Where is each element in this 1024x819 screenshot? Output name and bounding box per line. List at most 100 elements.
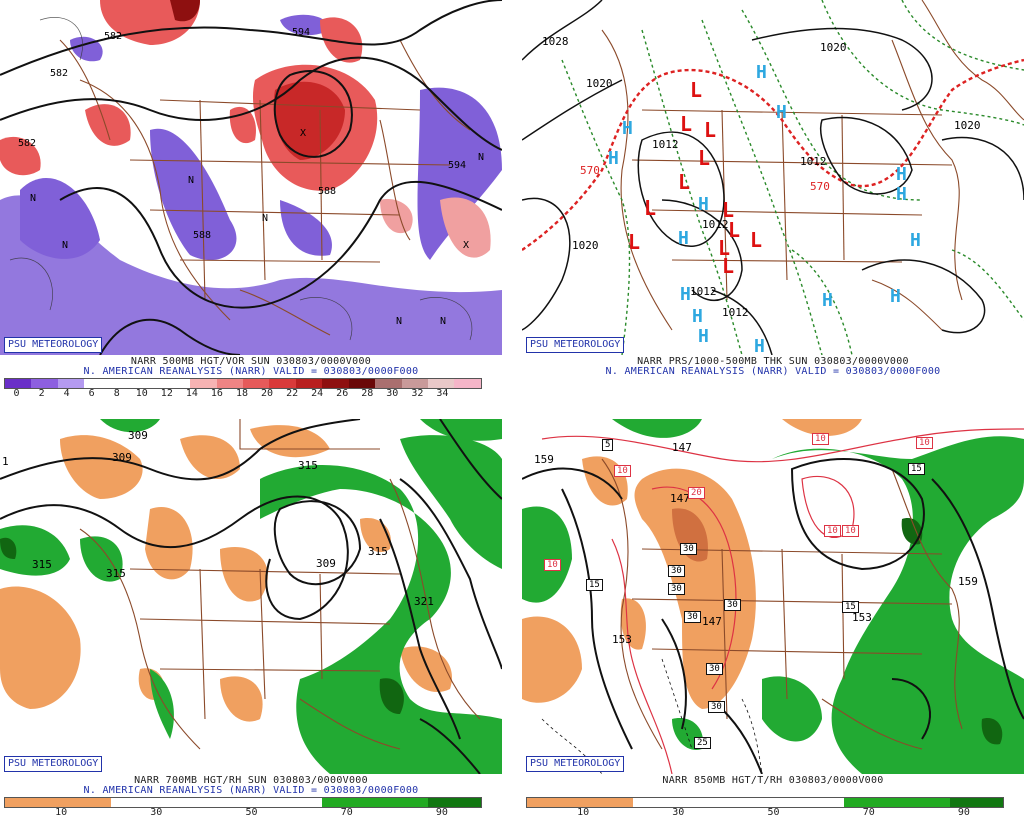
colorbar-tick-label: 22: [286, 388, 299, 399]
height-label: 153: [852, 611, 872, 624]
colorbar-tick-label: 18: [235, 388, 249, 399]
colorbar-swatch: [57, 798, 111, 807]
colorbar-tick-label: 26: [336, 388, 349, 399]
height-label: 315: [106, 567, 126, 580]
height-label: 159: [534, 453, 554, 466]
colorbar-tick-label: 30: [672, 807, 685, 818]
isobar-label: 1012: [702, 218, 729, 231]
panel-caption: NARR 850MB HGT/T/RH 030803/0000V000: [662, 775, 884, 786]
colorbar-tick-label: 16: [210, 388, 223, 399]
height-label: 309: [128, 429, 148, 442]
low-pressure-marker: L: [690, 78, 703, 102]
colorbar-tick-label: 70: [340, 807, 353, 818]
temp-box-label: 30: [668, 583, 685, 595]
isobar-label: 1012: [800, 155, 827, 168]
panel-500mb-vorticity: 582 582 582 588 588 594 594 N N N N N N …: [0, 0, 502, 400]
colorbar-swatch: [216, 798, 270, 807]
colorbar-tick-label: 32: [411, 388, 424, 399]
colorbar-swatch: [632, 798, 686, 807]
colorbar: [526, 797, 1004, 808]
temp-box-label: 15: [586, 579, 603, 591]
colorbar-swatch: [428, 798, 482, 807]
high-pressure-marker: H: [698, 194, 709, 215]
low-pressure-marker: L: [628, 230, 641, 254]
temp-box-label: 30: [668, 565, 685, 577]
colorbar-swatch: [31, 379, 58, 388]
high-pressure-marker: H: [822, 290, 833, 311]
temp-box-label: 10: [824, 525, 841, 537]
height-label: 582: [18, 138, 37, 149]
temp-box-label: 15: [842, 601, 859, 613]
colorbar: [4, 797, 482, 808]
height-label: 321: [414, 595, 434, 608]
high-pressure-marker: H: [692, 306, 703, 327]
high-pressure-marker: H: [698, 326, 709, 347]
colorbar-tick-label: 10: [135, 388, 148, 399]
psu-meteorology-badge: PSU METEOROLOGY: [4, 756, 103, 772]
psu-meteorology-badge: PSU METEOROLOGY: [4, 337, 103, 353]
colorbar-tick-label: 30: [150, 807, 163, 818]
colorbar-tick-label: 28: [361, 388, 374, 399]
high-pressure-marker: H: [756, 62, 767, 83]
temp-box-label: 30: [724, 599, 741, 611]
low-pressure-marker: L: [644, 196, 657, 220]
high-pressure-marker: H: [608, 148, 619, 169]
map-850mb: 159 147 147 147 153 159 153 5 10 10 10 1…: [522, 419, 1024, 774]
colorbar-swatch: [685, 798, 739, 807]
height-label: 153: [612, 633, 632, 646]
vort-max-marker: X: [463, 240, 470, 251]
colorbar-tick-label: 70: [862, 807, 875, 818]
high-pressure-marker: H: [622, 118, 633, 139]
colorbar-swatch: [348, 379, 376, 388]
colorbar-swatch: [242, 379, 270, 388]
panel-valid-caption: N. AMERICAN REANALYSIS (NARR) VALID = 03…: [605, 366, 941, 377]
isobar-label: 1020: [586, 77, 613, 90]
temp-box-label: 25: [694, 737, 711, 749]
high-pressure-marker: H: [910, 230, 921, 251]
height-label: 582: [104, 31, 123, 42]
colorbar-tick-label: 10: [577, 807, 590, 818]
panel-pressure-thickness: 1028 1020 1020 1020 1012 1012 1012 1012 …: [522, 0, 1024, 400]
temp-box-label: 30: [684, 611, 701, 623]
temp-box-label: 10: [916, 437, 933, 449]
panel-valid-caption: N. AMERICAN REANALYSIS (NARR) VALID = 03…: [83, 366, 419, 377]
panel-caption: NARR 500MB HGT/VOR SUN 030803/0000V000: [130, 356, 372, 367]
colorbar-tick-label: 30: [386, 388, 399, 399]
vort-min-marker: N: [396, 316, 403, 327]
vort-min-marker: N: [262, 213, 269, 224]
colorbar-swatch: [110, 798, 164, 807]
high-pressure-marker: H: [678, 228, 689, 249]
colorbar-swatch: [57, 379, 85, 388]
panel-caption: NARR PRS/1000-500MB THK SUN 030803/0000V…: [637, 356, 909, 367]
colorbar-swatch: [791, 798, 845, 807]
thickness-label: 570: [580, 164, 600, 177]
isobar-label: 1020: [954, 119, 981, 132]
colorbar-swatch: [454, 379, 481, 388]
colorbar-swatch: [527, 798, 580, 807]
vort-min-marker: N: [158, 115, 165, 126]
isobar-label: 1020: [572, 239, 599, 252]
vort-min-marker: N: [188, 175, 195, 186]
high-pressure-marker: H: [680, 284, 691, 305]
isobar-label: 1012: [690, 285, 717, 298]
colorbar-swatch: [950, 798, 1004, 807]
colorbar-swatch: [897, 798, 951, 807]
panel-850mb-temp-rh: 159 147 147 147 153 159 153 5 10 10 10 1…: [522, 419, 1024, 819]
vort-min-marker: N: [62, 240, 69, 251]
thickness-label: 570: [810, 180, 830, 193]
temp-box-label: 30: [680, 543, 697, 555]
psu-meteorology-badge: PSU METEOROLOGY: [526, 756, 625, 772]
height-label: 315: [32, 558, 52, 571]
panel-caption: NARR 700MB HGT/RH SUN 030803/0000V000: [134, 775, 368, 786]
low-pressure-marker: L: [750, 228, 763, 252]
height-label: 147: [672, 441, 692, 454]
colorbar-tick-label: 90: [435, 807, 448, 818]
vort-min-marker: N: [30, 193, 37, 204]
colorbar-swatch: [428, 379, 455, 388]
low-pressure-marker: L: [722, 254, 735, 278]
vort-min-marker: N: [440, 316, 447, 327]
isobar-label: 1012: [722, 306, 749, 319]
colorbar-swatch: [216, 379, 243, 388]
temp-box-label: 20: [688, 487, 705, 499]
colorbar-tick-label: 50: [245, 807, 258, 818]
